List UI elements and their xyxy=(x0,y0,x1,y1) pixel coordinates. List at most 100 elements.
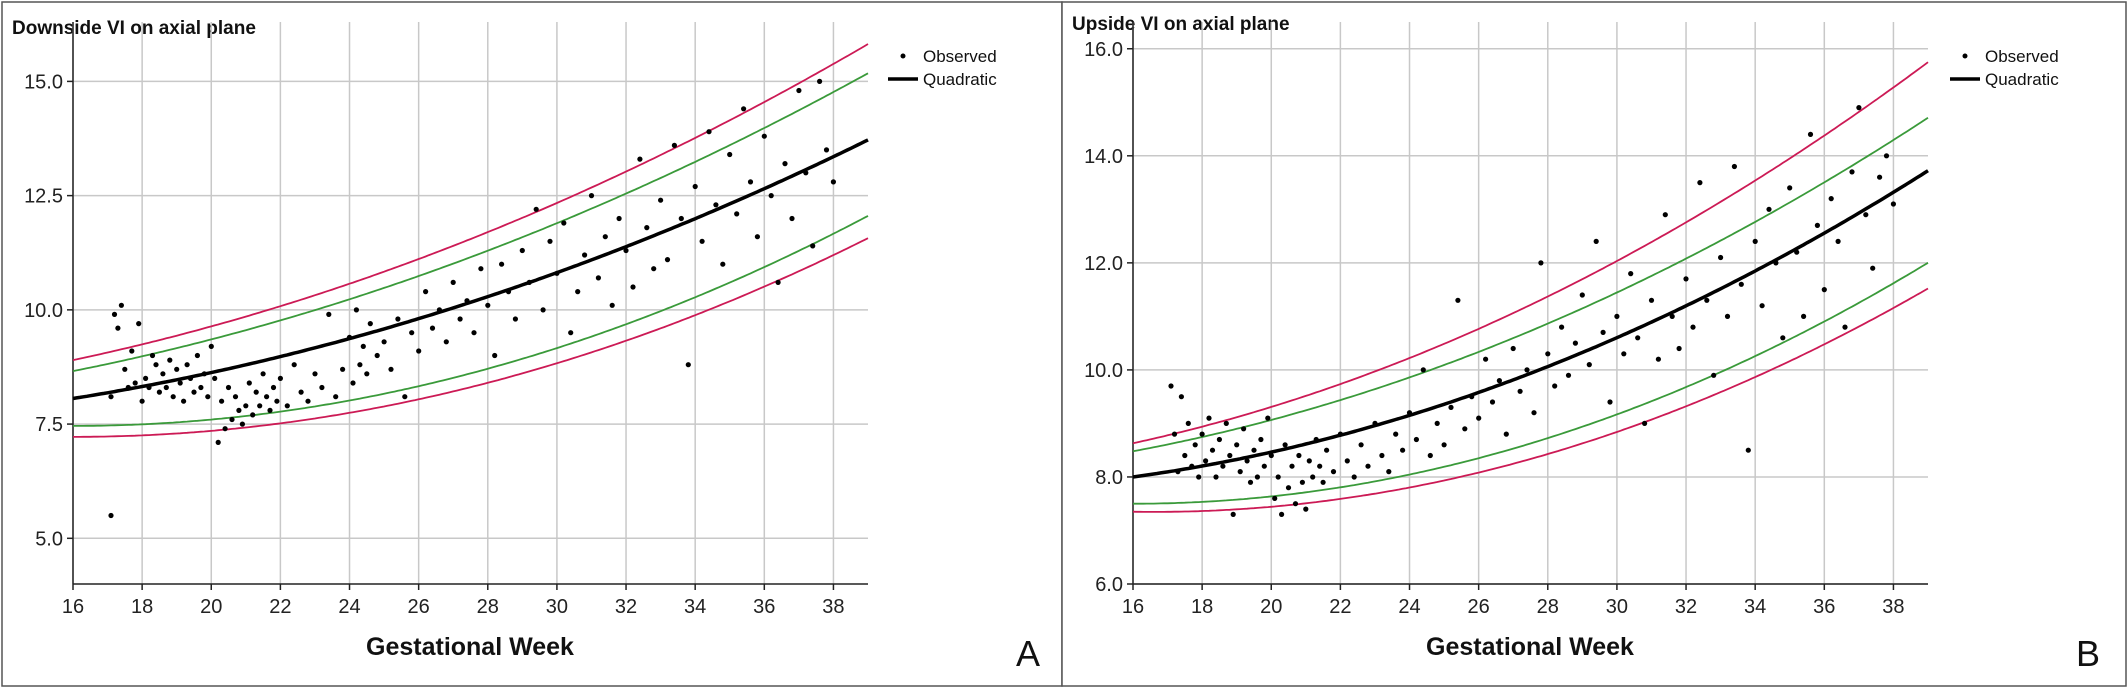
panel-b-observed-point xyxy=(1258,436,1264,443)
panel-a-observed-point xyxy=(312,371,318,377)
panel-b-band-inner-upper xyxy=(1132,117,1929,453)
panel-a-observed-point xyxy=(602,234,608,240)
panel-b-observed-point xyxy=(1244,458,1250,464)
panel-a-observed-point xyxy=(270,384,277,391)
panel-a-observed-point xyxy=(236,407,242,413)
panel-a-observed-point xyxy=(609,302,615,308)
panel-b-observed-point xyxy=(1870,265,1876,271)
panel-b-title: Upside VI on axial plane xyxy=(1072,14,1290,35)
panel-a-observed-point xyxy=(181,398,187,404)
panel-b-observed-point xyxy=(1655,356,1661,362)
panel-a-y-tick-label: 12.5 xyxy=(24,186,63,208)
panel-b-observed-point xyxy=(1434,420,1440,426)
panel-a-letter: A xyxy=(1016,633,1040,674)
panel-a-observed-point xyxy=(381,339,387,345)
panel-b-observed-point xyxy=(1351,474,1357,480)
panel-b-observed-point xyxy=(1265,415,1271,421)
panel-b-observed-point xyxy=(1704,297,1710,303)
panel-b-observed-point xyxy=(1251,447,1257,453)
panel-a-observed-point xyxy=(225,384,232,391)
panel-b-y-tick-label: 12.0 xyxy=(1084,253,1123,275)
panel-a-observed-point xyxy=(547,238,553,244)
panel-a-observed-point xyxy=(267,407,273,413)
panel-b-x-tick-label: 36 xyxy=(1813,596,1835,618)
panel-a-legend-quadratic-label: Quadratic xyxy=(923,70,997,89)
panel-a-observed-point xyxy=(232,394,239,400)
panel-b-observed-point xyxy=(1441,442,1447,448)
panel-b-x-tick-label: 18 xyxy=(1191,596,1213,618)
panel-b-observed-point xyxy=(1814,222,1820,228)
panel-a-observed-point xyxy=(357,362,363,368)
panel-b-band-outer-upper xyxy=(1132,61,1929,445)
panel-a-observed-point xyxy=(671,142,678,148)
panel-a-observed-point xyxy=(319,384,325,391)
panel-b-observed-point xyxy=(1413,436,1419,443)
panel-a-observed-point xyxy=(595,275,602,281)
panel-b-y-tick-label: 10.0 xyxy=(1084,360,1123,382)
panel-a-observed-point xyxy=(630,284,636,290)
panel-b-observed-point xyxy=(1178,394,1184,400)
panel-a-observed-point xyxy=(637,156,643,162)
panel-b-observed-point xyxy=(1192,442,1198,448)
panel-b-observed-point xyxy=(1628,271,1634,277)
panel-a-observed-point xyxy=(699,238,705,244)
panel-b-observed-point xyxy=(1393,431,1399,437)
panel-b-observed-point xyxy=(1427,452,1433,459)
panel-a-observed-point xyxy=(132,380,138,386)
panel-a-x-tick-label: 26 xyxy=(408,596,430,618)
panel-b-x-tick-label: 38 xyxy=(1882,596,1904,618)
panel-b-observed-point xyxy=(1745,447,1751,453)
panel-b-observed-point xyxy=(1227,452,1233,459)
panel-a-observed-point xyxy=(450,279,456,285)
panel-a-observed-point xyxy=(212,375,218,381)
panel-b-observed-points xyxy=(1168,105,1896,517)
panel-a-observed-point xyxy=(734,211,740,217)
panel-b-observed-point xyxy=(1780,335,1786,341)
panel-b-observed-point xyxy=(1863,212,1869,218)
panel-a-observed-point xyxy=(194,352,200,359)
panel-a-observed-point xyxy=(160,371,166,377)
panel-a-observed-point xyxy=(499,261,505,267)
panel-a-frame xyxy=(1,1,1063,687)
panel-b-observed-point xyxy=(1185,420,1191,426)
panel-b-observed-point xyxy=(1306,458,1312,464)
panel-a-observed-point xyxy=(644,225,650,231)
panel-b-observed-point xyxy=(1299,479,1305,485)
panel-a: Downside VI on axial plane Gestational W… xyxy=(1,1,1063,687)
panel-a-observed-point xyxy=(284,403,290,409)
panel-b-observed-point xyxy=(1223,420,1229,426)
panel-b-observed-point xyxy=(1324,447,1330,453)
panel-a-observed-point xyxy=(651,266,657,272)
panel-b-observed-point xyxy=(1344,458,1350,464)
panel-b-observed-point xyxy=(1545,351,1551,357)
panel-b-observed-point xyxy=(1320,479,1326,485)
panel-b-observed-point xyxy=(1614,313,1620,319)
panel-b-observed-point xyxy=(1234,442,1240,448)
panel-b-observed-point xyxy=(1213,474,1219,480)
panel-a-observed-point xyxy=(388,366,394,372)
panel-a-observed-point xyxy=(129,348,135,354)
panel-b-legend-observed-marker xyxy=(1962,53,1968,59)
panel-b-observed-point xyxy=(1877,174,1883,180)
panel-a-x-tick-label: 28 xyxy=(477,596,499,618)
panel-a-observed-point xyxy=(305,398,311,404)
panel-b-observed-point xyxy=(1489,399,1496,405)
panel-b-letter: B xyxy=(2076,633,2100,674)
panel-b-y-tick-label: 6.0 xyxy=(1095,574,1123,596)
panel-a-observed-point xyxy=(823,147,830,153)
panel-a-observed-point xyxy=(350,380,356,386)
panel-a-band-outer-upper xyxy=(72,43,869,361)
panel-b-band-inner-lower xyxy=(1133,262,1929,505)
panel-a-observed-point xyxy=(374,352,380,359)
panel-a-observed-point xyxy=(111,311,118,317)
panel-a-observed-point xyxy=(115,325,121,331)
panel-b-observed-point xyxy=(1835,238,1841,244)
panel-a-observed-point xyxy=(184,362,190,368)
panel-b-legend-quadratic-label: Quadratic xyxy=(1985,70,2059,89)
panel-a-y-tick-label: 10.0 xyxy=(24,300,63,322)
panel-a-observed-point xyxy=(817,78,823,84)
panel-a-observed-point xyxy=(353,307,359,313)
panel-b-observed-point xyxy=(1303,506,1309,512)
panel-b-observed-point xyxy=(1275,474,1281,480)
